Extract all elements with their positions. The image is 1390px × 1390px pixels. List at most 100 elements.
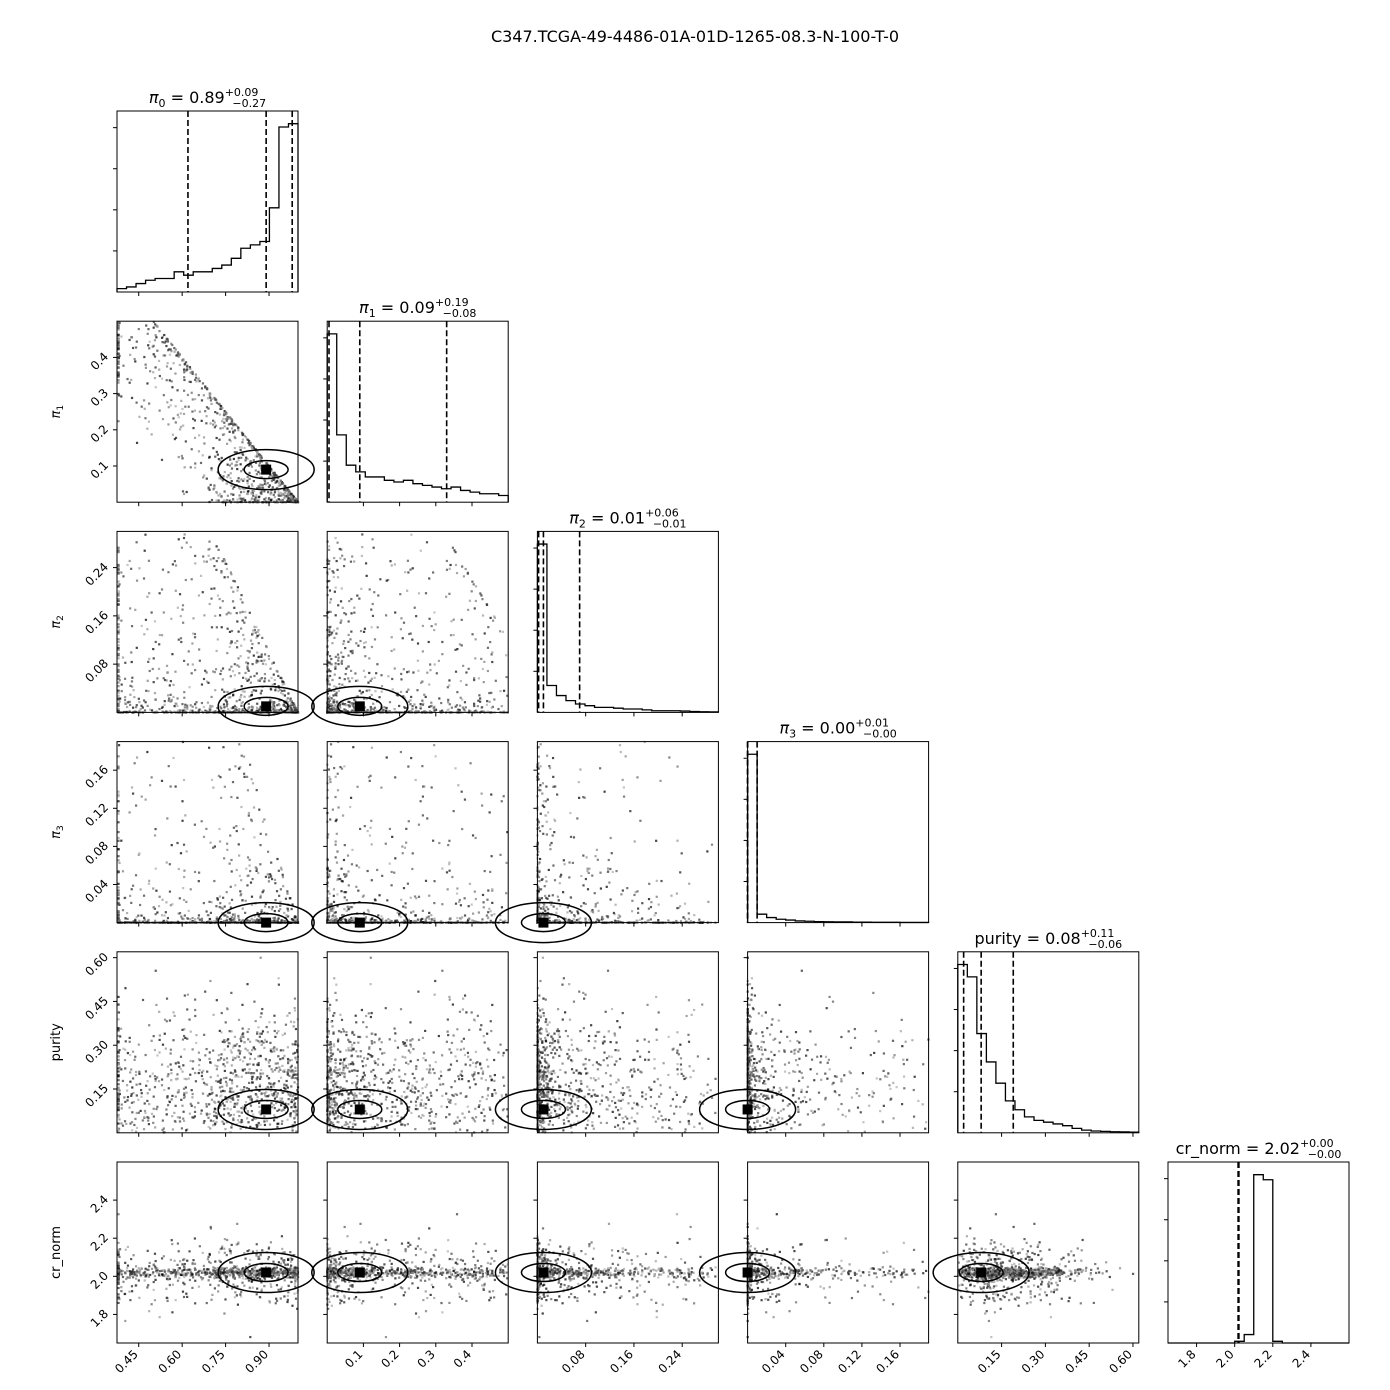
sample-point	[279, 498, 282, 502]
sample-point	[146, 382, 149, 385]
sample-point	[221, 907, 224, 910]
sample-point	[205, 387, 208, 390]
sample-point	[539, 915, 542, 918]
sample-point	[487, 626, 490, 629]
sample-point	[260, 689, 263, 692]
sample-point	[191, 417, 195, 421]
sample-point	[248, 471, 251, 475]
sample-point	[236, 646, 239, 649]
sample-point	[419, 681, 423, 684]
sample-point	[222, 499, 225, 502]
sample-point	[213, 421, 216, 424]
sample-point	[174, 702, 177, 705]
sample-point	[223, 425, 226, 428]
sample-point	[232, 431, 235, 434]
sample-point	[693, 914, 696, 917]
panel-frame	[116, 741, 299, 924]
sample-point	[555, 911, 558, 914]
sample-point	[489, 870, 492, 874]
sample-point	[161, 417, 165, 421]
sample-point	[207, 920, 210, 923]
sample-point	[273, 678, 276, 682]
sample-point	[265, 645, 268, 649]
sample-point	[354, 672, 357, 675]
sample-point	[199, 574, 203, 577]
sample-point	[471, 580, 474, 583]
sample-point	[545, 833, 549, 836]
sample-point	[219, 427, 222, 430]
sample-point	[120, 619, 123, 622]
sample-point	[352, 702, 355, 705]
sample-point	[458, 643, 462, 646]
sample-point	[216, 594, 220, 597]
sample-point	[291, 703, 294, 706]
sample-point	[277, 685, 280, 688]
sample-point	[227, 708, 230, 711]
sample-point	[337, 806, 340, 809]
sample-point	[117, 914, 120, 917]
sample-point	[332, 629, 335, 632]
sample-point	[329, 743, 333, 746]
sample-point	[263, 480, 267, 483]
sample-point	[474, 638, 477, 641]
sample-point	[250, 465, 254, 468]
sample-point	[482, 906, 485, 909]
sample-point	[274, 882, 277, 885]
panel-frame	[116, 530, 299, 713]
sample-point	[146, 595, 149, 598]
sample-point	[336, 893, 339, 896]
sample-point	[631, 899, 634, 902]
sample-point	[263, 677, 267, 680]
sample-point	[231, 670, 235, 673]
sample-point	[428, 683, 431, 686]
sample-point	[238, 665, 241, 668]
sample-point	[537, 786, 540, 789]
sample-point	[117, 325, 120, 328]
sample-point	[332, 907, 335, 910]
sample-point	[158, 895, 161, 898]
sample-point	[480, 657, 483, 660]
sample-point	[248, 864, 251, 867]
sample-point	[456, 647, 459, 651]
sample-point	[260, 677, 263, 680]
sample-point	[474, 897, 477, 901]
sample-point	[430, 786, 433, 789]
sample-point	[338, 704, 341, 708]
sample-point	[214, 614, 217, 618]
sample-point	[485, 703, 488, 706]
sample-point	[153, 907, 157, 910]
sample-point	[487, 911, 490, 914]
sample-point	[385, 756, 388, 759]
sample-point	[328, 875, 331, 878]
sample-point	[227, 696, 230, 699]
sample-point	[250, 819, 254, 823]
sample-point	[675, 892, 679, 895]
sample-point	[292, 701, 295, 705]
sample-point	[140, 704, 143, 707]
sample-point	[167, 406, 170, 409]
sample-point	[273, 878, 277, 881]
sample-point	[407, 700, 410, 703]
ytick-label-pi1: 0.4	[88, 350, 111, 373]
sample-point	[186, 704, 189, 707]
sample-point	[329, 818, 332, 821]
sample-point	[447, 698, 450, 701]
sample-point	[248, 920, 251, 923]
sample-point	[222, 475, 225, 478]
sample-point	[203, 474, 206, 477]
sample-point	[330, 631, 334, 634]
sample-point	[226, 463, 229, 466]
sample-point	[223, 410, 226, 413]
sample-point	[370, 608, 373, 611]
sample-point	[161, 568, 165, 571]
sample-point	[223, 470, 226, 474]
sample-point	[200, 387, 204, 390]
sample-point	[225, 700, 228, 703]
sample-point	[141, 920, 145, 924]
sample-point	[240, 478, 243, 481]
sample-point	[352, 705, 355, 708]
sample-point	[245, 677, 248, 680]
sample-point	[339, 703, 342, 706]
sample-point	[275, 475, 278, 478]
sample-point	[147, 660, 150, 663]
